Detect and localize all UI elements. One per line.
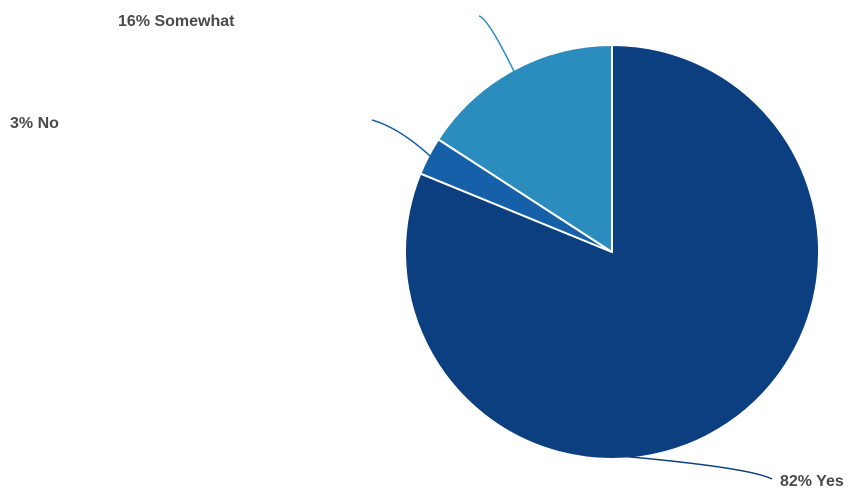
- leader-line-somewhat: [478, 15, 516, 74]
- leader-line-yes: [607, 454, 773, 480]
- slice-label-somewhat: 16% Somewhat: [118, 13, 235, 30]
- slice-label-yes: 82% Yes: [780, 473, 844, 490]
- leader-line-no: [371, 119, 433, 159]
- pie-slices: [404, 44, 820, 460]
- pie-labels: 82% Yes 3% No 16% Somewhat: [10, 13, 844, 490]
- slice-label-no: 3% No: [10, 115, 59, 132]
